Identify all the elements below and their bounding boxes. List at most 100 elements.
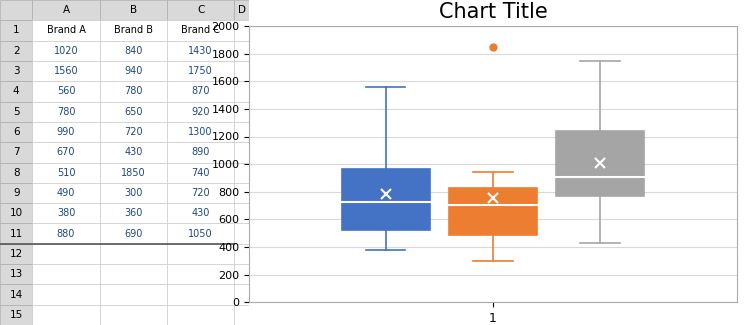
Bar: [0, 41, 33, 61]
Bar: [234, 305, 249, 325]
Bar: [234, 0, 249, 20]
Bar: [33, 224, 100, 244]
Bar: [0, 61, 33, 81]
Bar: [234, 203, 249, 224]
Bar: [167, 203, 234, 224]
Text: 14: 14: [10, 290, 23, 300]
Bar: [167, 264, 234, 284]
Bar: [100, 0, 167, 20]
Bar: [167, 244, 234, 264]
Bar: [234, 224, 249, 244]
Bar: [234, 81, 249, 101]
Text: 15: 15: [10, 310, 23, 320]
Bar: [100, 162, 167, 183]
Bar: [234, 142, 249, 162]
Bar: [234, 101, 249, 122]
Text: 2: 2: [13, 46, 19, 56]
Text: Brand C: Brand C: [181, 25, 220, 35]
Bar: [234, 20, 249, 41]
Text: 5: 5: [13, 107, 19, 117]
Bar: [167, 183, 234, 203]
Bar: [33, 264, 100, 284]
Text: 4: 4: [13, 86, 19, 97]
Bar: [33, 41, 100, 61]
Bar: [100, 305, 167, 325]
Bar: [167, 81, 234, 101]
Text: C: C: [197, 5, 205, 15]
Bar: [100, 244, 167, 264]
Bar: [234, 162, 249, 183]
Text: 1020: 1020: [54, 46, 78, 56]
Bar: [100, 101, 167, 122]
Text: 430: 430: [191, 208, 210, 218]
Bar: [100, 203, 167, 224]
Text: B: B: [129, 5, 137, 15]
Bar: [33, 142, 100, 162]
Bar: [33, 20, 100, 41]
Bar: [0, 244, 33, 264]
Bar: [100, 284, 167, 305]
Bar: [167, 305, 234, 325]
Text: 1750: 1750: [188, 66, 213, 76]
Text: 990: 990: [57, 127, 75, 137]
Text: 1430: 1430: [188, 46, 213, 56]
Text: 1050: 1050: [188, 228, 213, 239]
Text: 12: 12: [10, 249, 23, 259]
Bar: [33, 244, 100, 264]
Text: D: D: [238, 5, 246, 15]
Text: 510: 510: [57, 168, 75, 178]
Bar: [167, 41, 234, 61]
Bar: [100, 61, 167, 81]
Bar: [557, 131, 644, 196]
Bar: [167, 122, 234, 142]
Text: 1560: 1560: [54, 66, 78, 76]
Text: 840: 840: [124, 46, 143, 56]
Bar: [100, 183, 167, 203]
Text: 1300: 1300: [188, 127, 213, 137]
Bar: [0, 183, 33, 203]
Title: Chart Title: Chart Title: [438, 2, 548, 22]
Text: 6: 6: [13, 127, 19, 137]
Bar: [0, 305, 33, 325]
Bar: [0, 20, 33, 41]
Bar: [0, 284, 33, 305]
Bar: [167, 0, 234, 20]
Bar: [0, 224, 33, 244]
Bar: [167, 101, 234, 122]
Bar: [33, 203, 100, 224]
Bar: [33, 81, 100, 101]
Text: 890: 890: [191, 147, 210, 157]
Bar: [33, 183, 100, 203]
Text: 560: 560: [57, 86, 75, 97]
Bar: [33, 61, 100, 81]
Bar: [167, 20, 234, 41]
Bar: [33, 305, 100, 325]
Bar: [0, 0, 33, 20]
Bar: [234, 264, 249, 284]
Bar: [100, 122, 167, 142]
Bar: [0, 101, 33, 122]
Text: 690: 690: [124, 228, 143, 239]
Text: 740: 740: [191, 168, 210, 178]
Text: 490: 490: [57, 188, 75, 198]
Text: 360: 360: [124, 208, 143, 218]
Text: 920: 920: [191, 107, 210, 117]
Text: 670: 670: [57, 147, 75, 157]
Text: Brand A: Brand A: [47, 25, 86, 35]
Bar: [0, 81, 33, 101]
Bar: [234, 41, 249, 61]
Text: 13: 13: [10, 269, 23, 279]
Text: 720: 720: [191, 188, 210, 198]
Text: 880: 880: [57, 228, 75, 239]
Bar: [0, 122, 33, 142]
Bar: [234, 122, 249, 142]
Bar: [100, 41, 167, 61]
Text: 11: 11: [10, 228, 23, 239]
Bar: [449, 188, 536, 235]
Bar: [33, 284, 100, 305]
Text: 940: 940: [124, 66, 143, 76]
Text: 380: 380: [57, 208, 75, 218]
Bar: [234, 244, 249, 264]
Bar: [100, 224, 167, 244]
Bar: [33, 101, 100, 122]
